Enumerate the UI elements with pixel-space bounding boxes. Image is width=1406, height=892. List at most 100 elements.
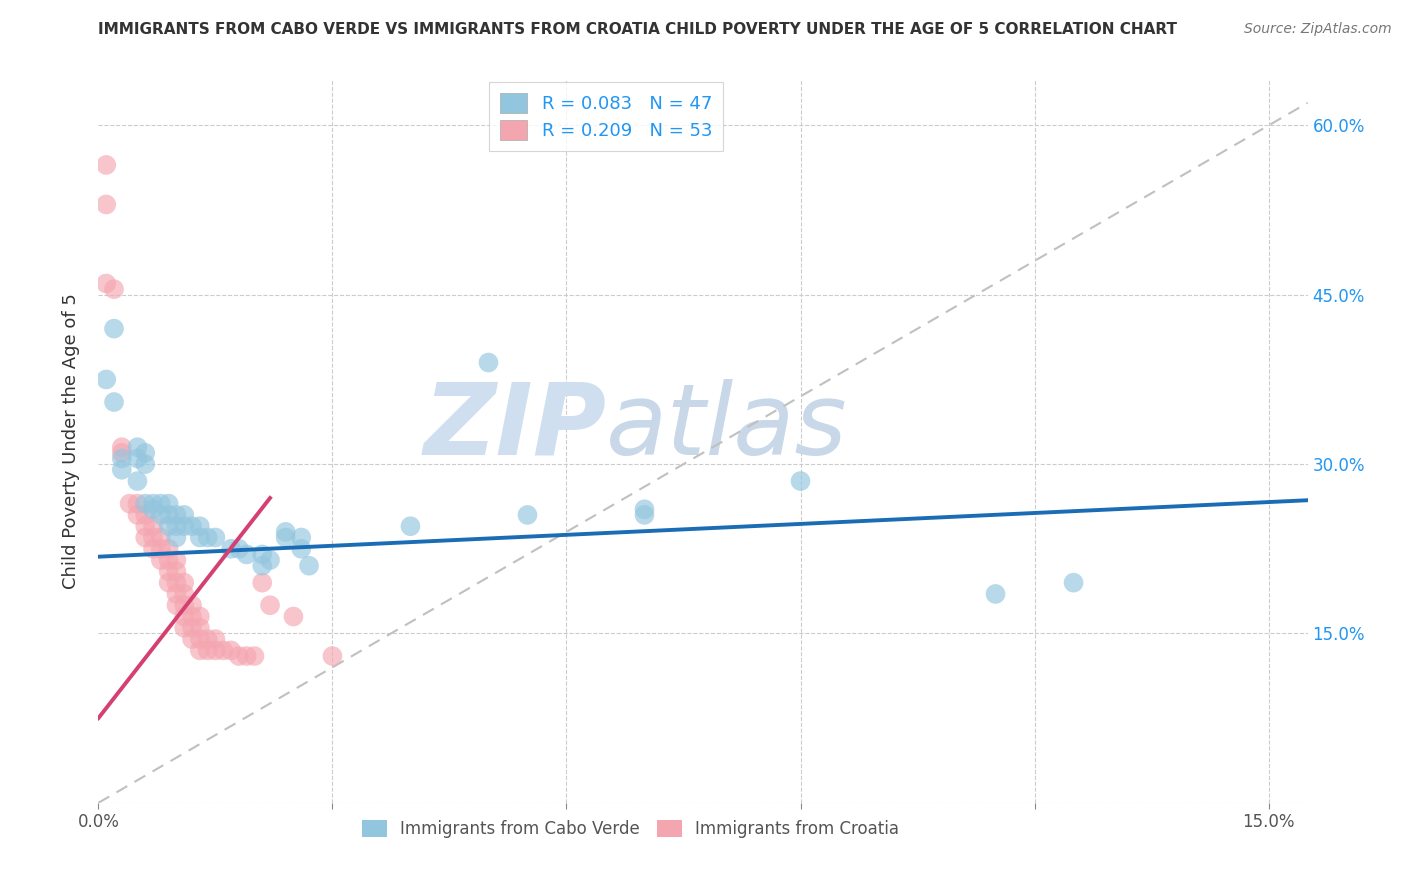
Point: [173, 575, 195, 590]
Text: atlas: atlas: [606, 378, 848, 475]
Point: [235, 648, 257, 663]
Point: [103, 321, 125, 335]
Point: [290, 541, 312, 556]
Point: [118, 497, 141, 511]
Point: [127, 440, 149, 454]
Point: [173, 587, 195, 601]
Point: [103, 395, 125, 409]
Point: [142, 531, 165, 545]
Point: [96, 372, 118, 386]
Point: [197, 643, 219, 657]
Point: [259, 599, 281, 613]
Point: [142, 541, 165, 556]
Text: IMMIGRANTS FROM CABO VERDE VS IMMIGRANTS FROM CROATIA CHILD POVERTY UNDER THE AG: IMMIGRANTS FROM CABO VERDE VS IMMIGRANTS…: [98, 22, 1177, 37]
Point: [157, 553, 180, 567]
Point: [188, 632, 211, 646]
Point: [298, 558, 321, 573]
Point: [127, 508, 149, 522]
Text: ZIP: ZIP: [423, 378, 606, 475]
Point: [181, 599, 204, 613]
Point: [173, 508, 195, 522]
Point: [181, 609, 204, 624]
Point: [188, 519, 211, 533]
Point: [516, 508, 538, 522]
Point: [252, 575, 274, 590]
Point: [96, 277, 118, 291]
Point: [290, 531, 312, 545]
Point: [243, 648, 266, 663]
Point: [173, 519, 195, 533]
Point: [157, 541, 180, 556]
Point: [127, 497, 149, 511]
Point: [142, 502, 165, 516]
Point: [252, 558, 274, 573]
Point: [212, 643, 235, 657]
Point: [111, 451, 134, 466]
Text: Source: ZipAtlas.com: Source: ZipAtlas.com: [1244, 22, 1392, 37]
Point: [204, 632, 226, 646]
Point: [134, 446, 156, 460]
Point: [165, 575, 187, 590]
Point: [252, 548, 274, 562]
Point: [111, 463, 134, 477]
Point: [204, 531, 226, 545]
Point: [157, 565, 180, 579]
Point: [142, 519, 165, 533]
Point: [1063, 575, 1085, 590]
Point: [789, 474, 811, 488]
Point: [399, 519, 422, 533]
Point: [173, 621, 195, 635]
Point: [165, 519, 187, 533]
Point: [188, 609, 211, 624]
Point: [173, 609, 195, 624]
Point: [165, 565, 187, 579]
Point: [127, 451, 149, 466]
Point: [157, 519, 180, 533]
Point: [111, 440, 134, 454]
Point: [96, 158, 118, 172]
Point: [274, 531, 297, 545]
Point: [134, 508, 156, 522]
Point: [111, 446, 134, 460]
Point: [157, 508, 180, 522]
Point: [127, 474, 149, 488]
Point: [219, 541, 242, 556]
Legend: Immigrants from Cabo Verde, Immigrants from Croatia: Immigrants from Cabo Verde, Immigrants f…: [356, 814, 905, 845]
Point: [188, 643, 211, 657]
Point: [149, 497, 172, 511]
Point: [633, 502, 655, 516]
Point: [181, 621, 204, 635]
Point: [173, 599, 195, 613]
Point: [165, 531, 187, 545]
Point: [165, 599, 187, 613]
Point: [165, 508, 187, 522]
Point: [96, 197, 118, 211]
Point: [235, 548, 257, 562]
Point: [228, 648, 250, 663]
Point: [103, 282, 125, 296]
Point: [149, 541, 172, 556]
Point: [188, 531, 211, 545]
Point: [157, 497, 180, 511]
Point: [274, 524, 297, 539]
Point: [181, 632, 204, 646]
Y-axis label: Child Poverty Under the Age of 5: Child Poverty Under the Age of 5: [62, 293, 80, 590]
Point: [204, 643, 226, 657]
Point: [188, 621, 211, 635]
Point: [134, 519, 156, 533]
Point: [142, 497, 165, 511]
Point: [259, 553, 281, 567]
Point: [181, 519, 204, 533]
Point: [219, 643, 242, 657]
Point: [134, 457, 156, 471]
Point: [149, 531, 172, 545]
Point: [157, 575, 180, 590]
Point: [984, 587, 1007, 601]
Point: [283, 609, 305, 624]
Point: [477, 355, 499, 369]
Point: [134, 497, 156, 511]
Point: [149, 553, 172, 567]
Point: [197, 632, 219, 646]
Point: [228, 541, 250, 556]
Point: [197, 531, 219, 545]
